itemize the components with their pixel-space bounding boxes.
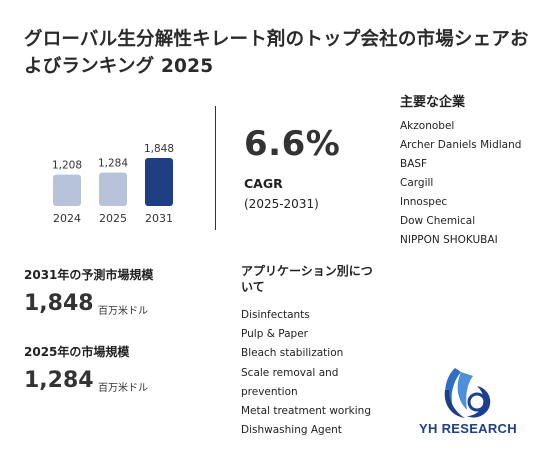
bar-category-label: 2025 bbox=[99, 212, 127, 225]
vertical-divider bbox=[215, 106, 216, 230]
applications-title: アプリケーション別について bbox=[241, 264, 373, 294]
bar-value-label: 1,284 bbox=[98, 158, 128, 170]
company-item: Akzonobel bbox=[400, 120, 455, 132]
page-title: グローバル生分解性キレート剤のトップ会社の市場シェアおよびランキング 2025 bbox=[24, 29, 529, 77]
bar-category-label: 2031 bbox=[145, 212, 173, 225]
application-item: Bleach stabilization bbox=[241, 347, 344, 360]
company-item: Cargill bbox=[400, 177, 434, 189]
bar-2031 bbox=[145, 158, 173, 206]
application-item: Disinfectants bbox=[241, 309, 310, 321]
yh-research-logo-text: YH RESEARCH bbox=[419, 421, 517, 436]
cagr-value: 6.6% bbox=[244, 124, 341, 164]
application-item: Scale removal and prevention bbox=[241, 366, 339, 398]
applications-list: Disinfectants Pulp & Paper Bleach stabil… bbox=[241, 306, 391, 440]
forecast-market-size-label: 2031年の予測市場規模 bbox=[24, 268, 154, 282]
application-item: Pulp & Paper bbox=[241, 328, 308, 341]
company-item: Archer Daniels Midland bbox=[400, 139, 522, 151]
bar-category-label: 2024 bbox=[53, 212, 81, 225]
current-market-size-value: 1,284 bbox=[24, 368, 94, 393]
company-item: Dow Chemical bbox=[400, 215, 476, 227]
cagr-period: (2025-2031) bbox=[244, 197, 319, 211]
forecast-market-size-unit: 百万米ドル bbox=[98, 306, 148, 317]
market-size-bar-chart: 1,208 2024 1,284 2025 1,848 2031 bbox=[36, 136, 196, 232]
bar-2025 bbox=[99, 172, 127, 206]
bar-value-label: 1,848 bbox=[144, 143, 174, 155]
application-item: Metal treatment working bbox=[241, 405, 371, 418]
bar-value-label: 1,208 bbox=[52, 160, 82, 172]
companies-list: Akzonobel Archer Daniels Midland BASF Ca… bbox=[400, 117, 521, 250]
current-market-size-label: 2025年の市場規模 bbox=[24, 345, 130, 359]
forecast-market-size-value: 1,848 bbox=[24, 291, 94, 316]
companies-title: 主要な企業 bbox=[400, 95, 466, 110]
current-market-size-unit: 百万米ドル bbox=[98, 383, 148, 394]
company-item: BASF bbox=[400, 158, 428, 170]
company-item: Innospec bbox=[400, 196, 448, 208]
bar-2024 bbox=[53, 174, 81, 206]
yh-research-logo-icon bbox=[444, 368, 491, 418]
application-item: Dishwashing Agent bbox=[241, 424, 342, 437]
company-item: NIPPON SHOKUBAI bbox=[400, 234, 498, 246]
cagr-label: CAGR bbox=[244, 176, 283, 191]
bar-chart-svg: 1,208 2024 1,284 2025 1,848 2031 bbox=[52, 143, 174, 225]
